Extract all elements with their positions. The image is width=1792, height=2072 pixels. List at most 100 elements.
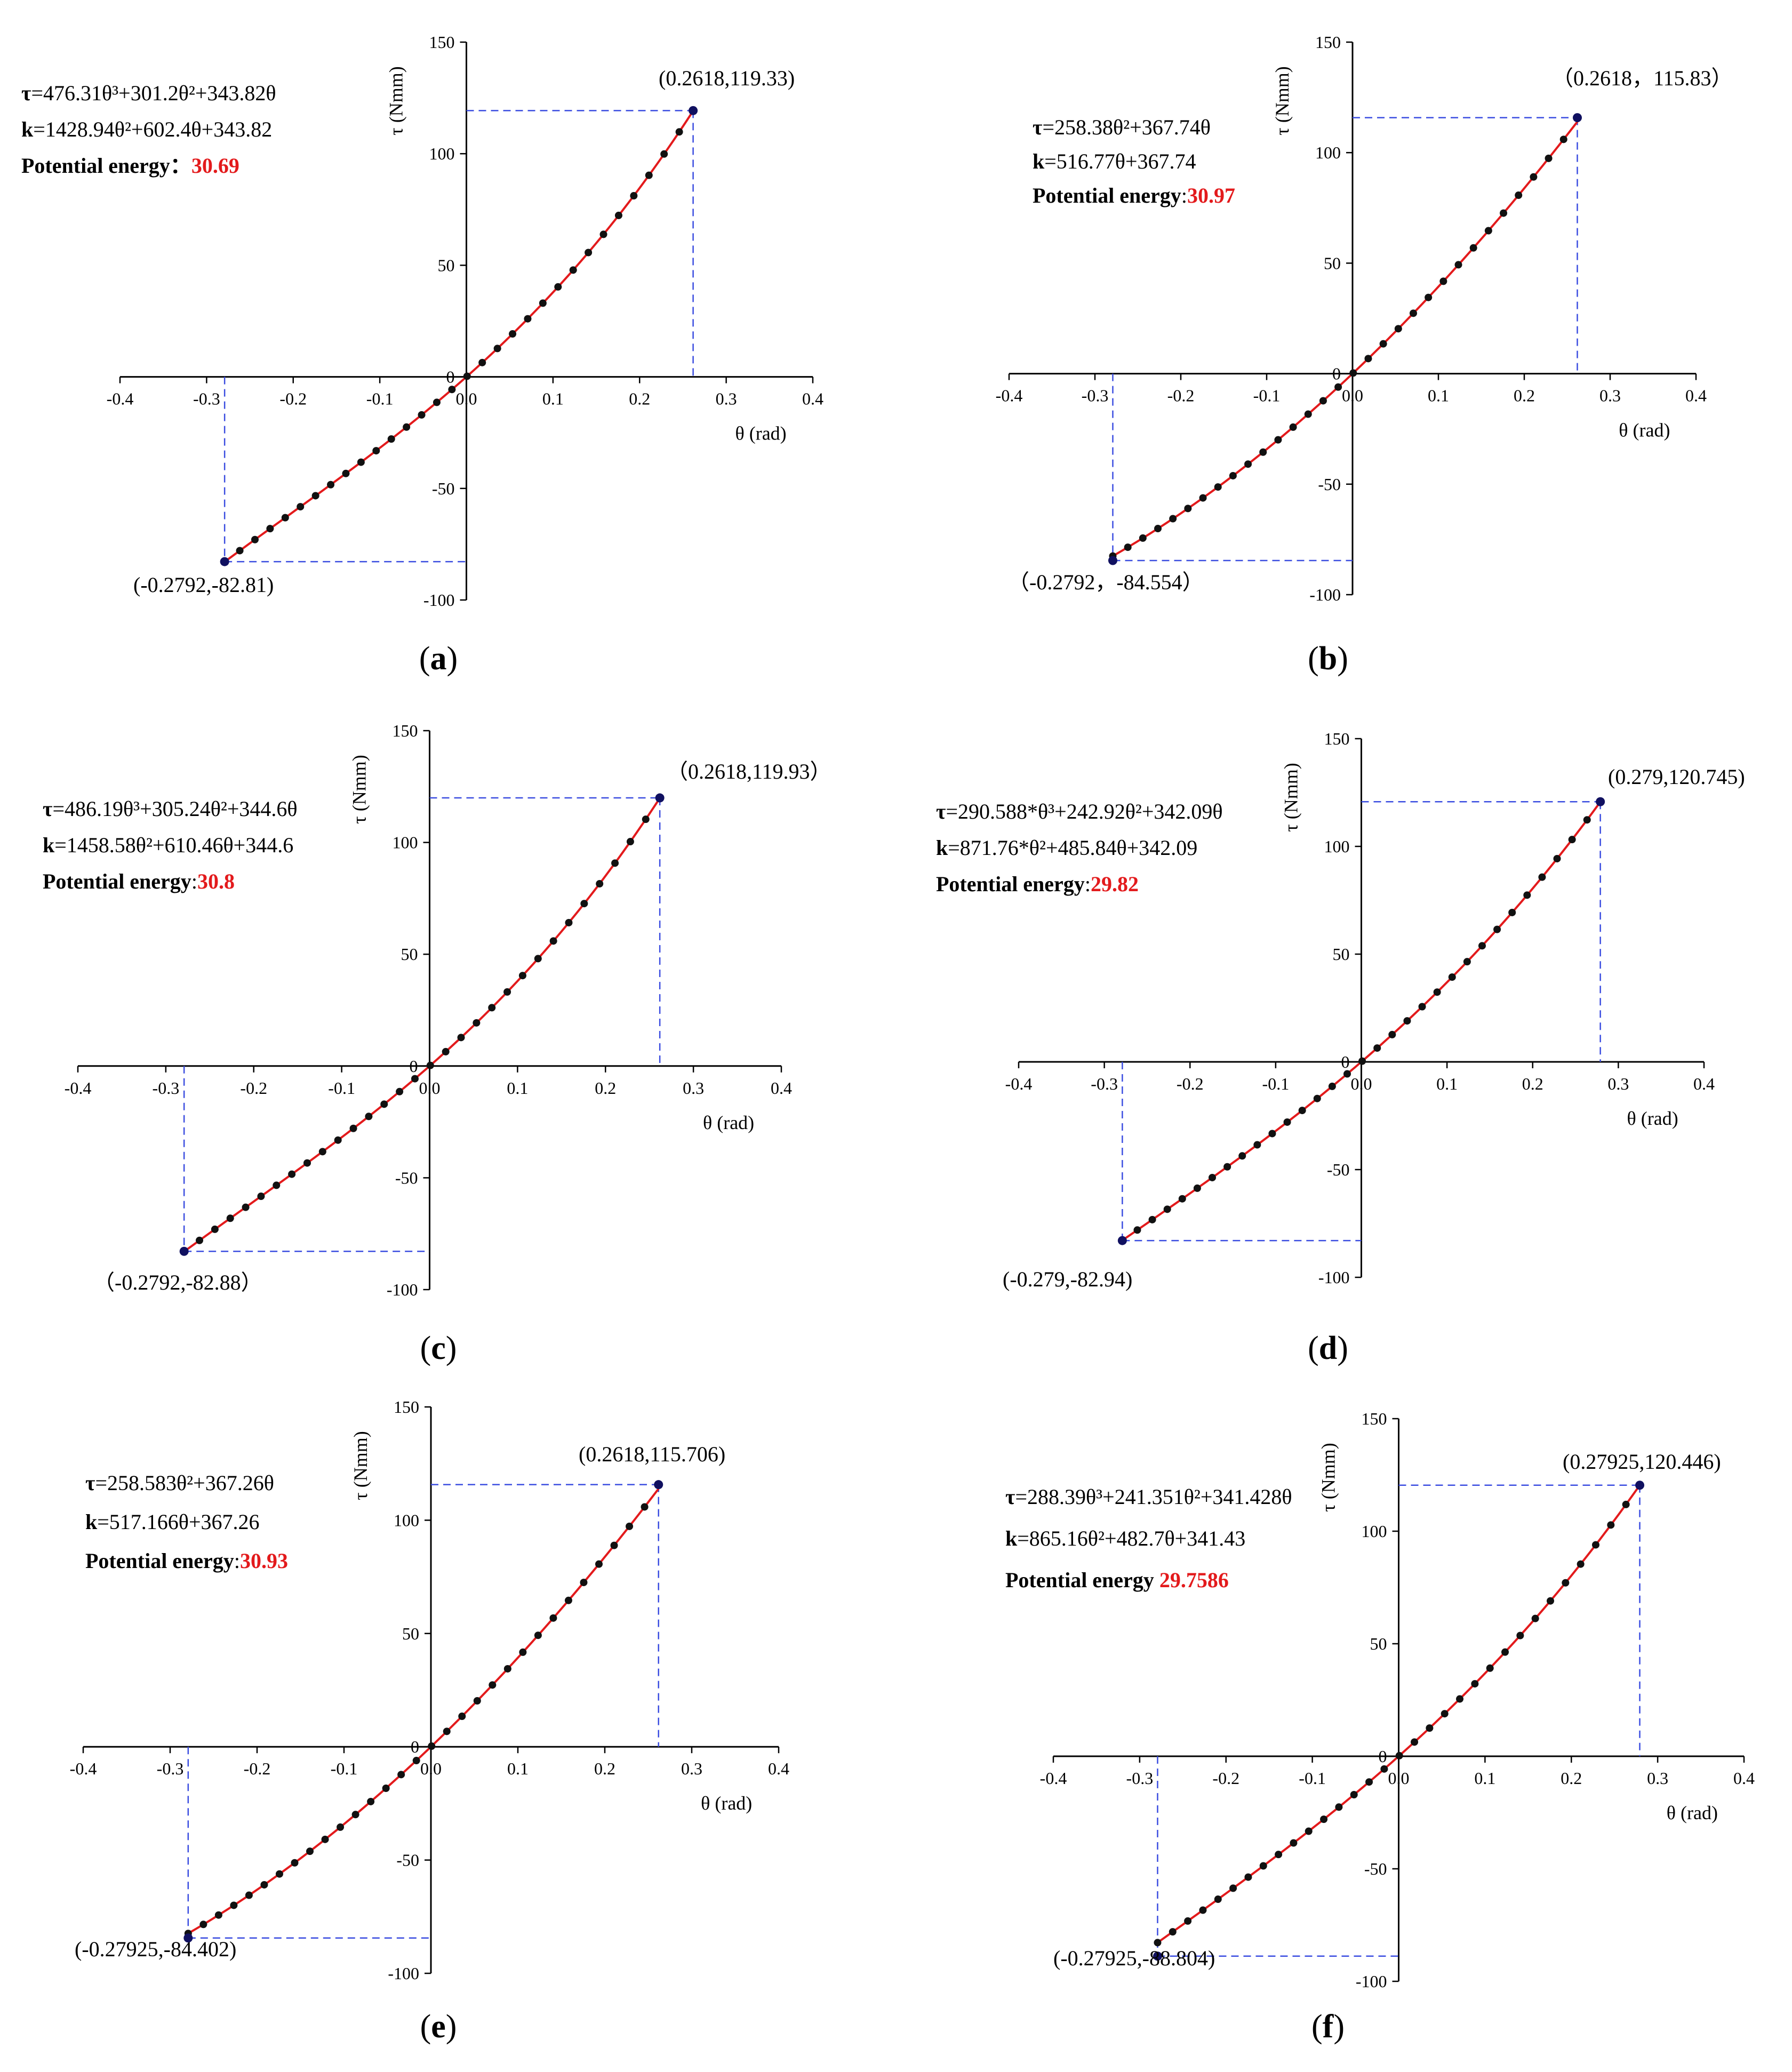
- x-tick-label: 0.0: [1388, 1769, 1410, 1788]
- data-point: [626, 1522, 634, 1530]
- stiffness-symbol: k: [85, 1510, 98, 1534]
- data-point: [554, 283, 562, 291]
- data-point: [1238, 1152, 1246, 1160]
- data-point: [365, 1113, 373, 1121]
- x-tick-label: 0.3: [1607, 1074, 1629, 1093]
- data-point: [351, 1811, 359, 1819]
- data-point: [1214, 483, 1222, 491]
- data-point: [1169, 515, 1177, 523]
- panel-label: (e): [420, 2009, 457, 2045]
- data-point: [1259, 1862, 1267, 1870]
- data-point: [426, 1061, 434, 1069]
- data-point: [1456, 1695, 1464, 1703]
- stiffness-symbol: k: [43, 833, 55, 857]
- potential-energy-label: Potential energy: [1005, 1568, 1159, 1592]
- data-point: [1154, 525, 1162, 533]
- x-tick-label: 0.2: [1561, 1769, 1582, 1788]
- potential-energy-separator: :: [1085, 872, 1091, 896]
- data-point: [334, 1136, 342, 1144]
- data-point: [433, 398, 441, 406]
- data-point: [1124, 543, 1132, 551]
- data-point: [1229, 471, 1237, 479]
- x-tick-label: 0.2: [1522, 1074, 1543, 1093]
- data-point: [1358, 1057, 1366, 1065]
- data-point: [473, 1697, 481, 1705]
- data-point: [596, 880, 604, 888]
- data-point: [1426, 1724, 1434, 1732]
- data-point: [478, 358, 486, 366]
- y-tick-label: 150: [429, 33, 455, 52]
- panel-label: (d): [1308, 1330, 1348, 1366]
- data-point: [626, 838, 634, 846]
- x-tick-label: 0.1: [1428, 386, 1449, 405]
- data-point: [1478, 942, 1486, 950]
- x-tick-label: -0.4: [107, 389, 134, 409]
- data-point: [1583, 816, 1591, 824]
- x-tick-label: 0.1: [507, 1078, 528, 1098]
- stiffness-expression: =516.77θ+367.74: [1044, 149, 1196, 173]
- stiffness-symbol: k: [21, 117, 34, 141]
- end-point-label-top: （0.2618，115.83）: [1552, 66, 1733, 90]
- data-point: [1523, 891, 1531, 899]
- y-tick-label: 0: [410, 1057, 418, 1076]
- x-tick-label: 0.4: [771, 1078, 792, 1098]
- data-point: [380, 1100, 388, 1108]
- end-point-label-bottom: (-0.279,-82.94): [1003, 1267, 1132, 1291]
- torque-symbol: τ: [85, 1471, 95, 1495]
- x-tick-label: 0.4: [1693, 1074, 1715, 1093]
- data-point: [534, 1631, 542, 1639]
- torque-expression: =288.39θ³+241.351θ²+341.428θ: [1015, 1485, 1292, 1509]
- x-tick-label: -0.2: [1167, 386, 1195, 405]
- x-tick-label: -0.2: [279, 389, 307, 409]
- data-point: [1199, 494, 1207, 502]
- data-point: [549, 1614, 557, 1622]
- stiffness-equation: k=1458.58θ²+610.46θ+344.6: [43, 833, 293, 857]
- data-point: [524, 315, 532, 323]
- data-point: [211, 1225, 219, 1233]
- x-tick-label: 0.0: [1342, 386, 1363, 405]
- data-point: [1508, 908, 1516, 916]
- panel-b: -0.4 -0.3 -0.2 -0.1 0.0 0.1 0.2 0.3 0.4 -100 -50 0 5…: [996, 33, 1733, 677]
- data-point: [1425, 293, 1433, 301]
- data-point: [1328, 1082, 1336, 1090]
- data-point: [1199, 1906, 1207, 1914]
- x-tick-label: -0.4: [70, 1759, 97, 1778]
- x-tick-label: 0.3: [1647, 1769, 1668, 1788]
- panel-label-open: (: [420, 2009, 431, 2045]
- y-axis-title: τ (Nmm): [350, 1431, 371, 1500]
- x-tick-label: 0.1: [1436, 1074, 1458, 1093]
- x-tick-label: -0.2: [244, 1759, 271, 1778]
- stiffness-expression: =1458.58θ²+610.46θ+344.6: [54, 833, 293, 857]
- x-tick-label: -0.4: [1005, 1074, 1033, 1093]
- data-point: [257, 1193, 265, 1201]
- torque-equation: τ=288.39θ³+241.351θ²+341.428θ: [1005, 1485, 1292, 1509]
- stiffness-symbol: k: [1033, 149, 1045, 173]
- x-axis-title: θ (rad): [703, 1112, 754, 1133]
- data-point: [403, 423, 411, 431]
- data-point: [226, 1214, 234, 1222]
- data-point: [1538, 873, 1546, 881]
- data-point: [342, 469, 350, 477]
- data-point: [337, 1823, 345, 1831]
- data-point: [473, 1019, 481, 1027]
- potential-energy: Potential energy:29.82: [936, 872, 1139, 896]
- x-tick-label: 0.4: [802, 389, 823, 409]
- x-tick-label: 0.2: [594, 1759, 615, 1778]
- data-point: [199, 1921, 207, 1929]
- torque-expression: =476.31θ³+301.2θ²+343.82θ: [31, 81, 276, 105]
- data-point: [630, 192, 638, 200]
- data-point: [1169, 1928, 1177, 1936]
- y-tick-label: 50: [438, 255, 455, 275]
- torque-expression: =258.583θ²+367.26θ: [95, 1471, 274, 1495]
- data-point: [387, 435, 395, 443]
- potential-energy-label: Potential energy：: [21, 154, 191, 178]
- data-point: [1484, 227, 1492, 235]
- x-tick-label: -0.4: [65, 1078, 92, 1098]
- x-tick-label: -0.3: [1126, 1769, 1154, 1788]
- data-point: [1379, 340, 1387, 348]
- data-point: [1290, 1839, 1298, 1847]
- data-point: [1516, 1631, 1524, 1639]
- data-point: [396, 1087, 404, 1095]
- data-point: [1439, 277, 1447, 285]
- data-point: [599, 230, 607, 238]
